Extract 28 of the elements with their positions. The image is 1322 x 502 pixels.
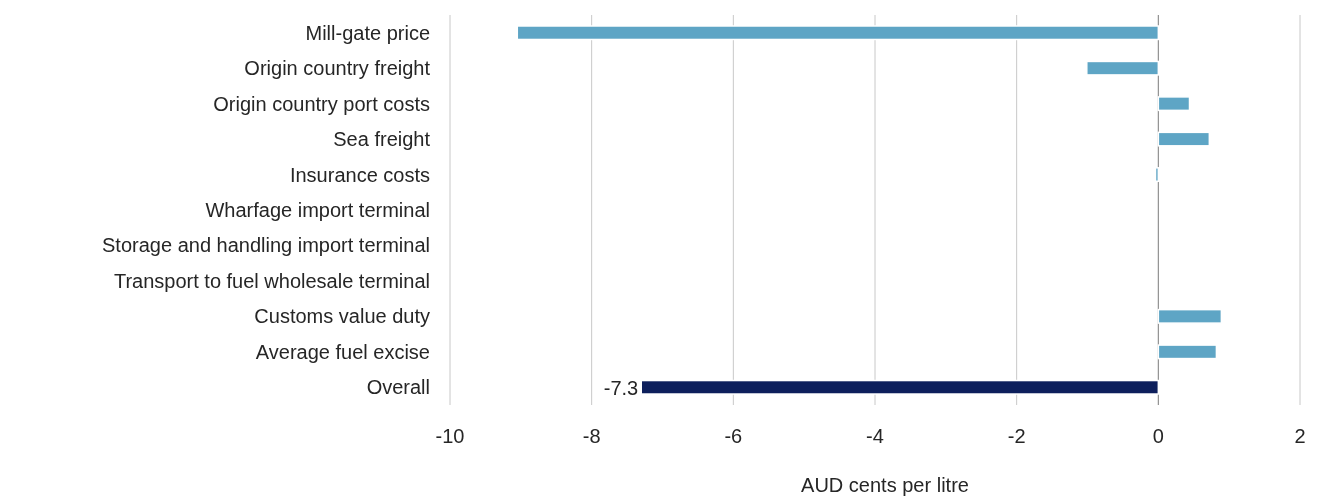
y-tick-label: Customs value duty	[254, 305, 430, 328]
x-axis-title: AUD cents per litre	[801, 474, 969, 496]
y-tick-label: Sea freight	[333, 128, 431, 151]
bar	[1157, 344, 1218, 360]
x-tick-label: 0	[1152, 425, 1164, 447]
y-tick-label: Mill-gate price	[305, 21, 430, 44]
y-tick-label: Wharfage import terminal	[205, 199, 430, 221]
bar	[1154, 167, 1160, 183]
y-tick-label: Average fuel excise	[255, 340, 430, 363]
y-tick-label: Insurance costs	[289, 163, 430, 186]
x-tick-label: -6	[724, 425, 743, 447]
x-tick-label: -10	[435, 425, 465, 447]
y-tick-label: Transport to fuel wholesale terminal	[113, 269, 430, 292]
bar	[1157, 308, 1223, 324]
bar	[1157, 96, 1191, 112]
x-tick-label: -8	[582, 425, 601, 447]
y-tick-label: Overall	[366, 376, 430, 399]
bar	[1086, 60, 1160, 76]
bar	[640, 379, 1160, 395]
bar	[1157, 131, 1211, 147]
data-label: -7.3	[603, 377, 639, 400]
y-tick-label: Origin country port costs	[213, 92, 430, 115]
x-tick-label: 2	[1294, 425, 1306, 447]
bar	[516, 25, 1160, 41]
y-tick-label: Origin country freight	[244, 57, 431, 80]
y-tick-label: Storage and handling import terminal	[102, 234, 430, 257]
x-tick-label: -4	[866, 425, 884, 447]
x-tick-label: -2	[1007, 425, 1026, 447]
